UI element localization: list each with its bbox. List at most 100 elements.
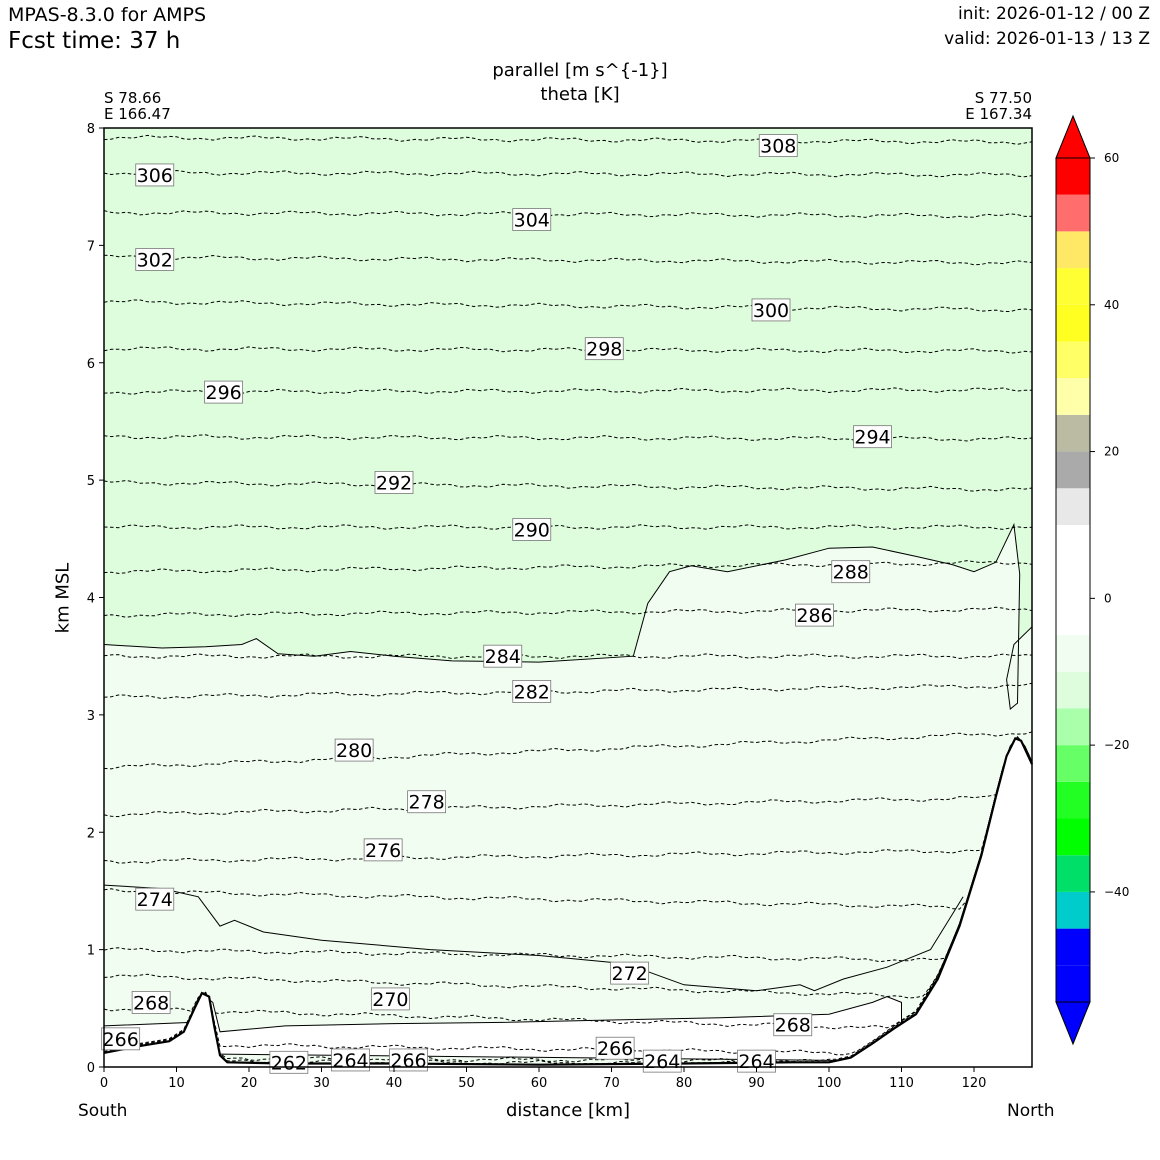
contour-label-box [389,1048,428,1072]
theta-contour-304 [103,210,1033,219]
chart-title-line1: parallel [m s^{-1}] [492,60,668,81]
theta-contour-266 [103,736,1033,1056]
contour-label: 272 [611,963,647,985]
x-tick-label: 0 [100,1076,108,1091]
app-title: MPAS-8.3.0 for AMPS [8,4,207,26]
contour-label-box [334,738,374,762]
contour-label: 280 [336,740,372,762]
contour-label-box [853,425,892,449]
contour-label-box [512,208,552,231]
y-tick-label: 1 [87,944,95,959]
contour-label: 304 [514,210,550,232]
contour-label-box [483,644,523,668]
contour-label: 262 [271,1052,307,1074]
chart-title-line2: theta [K] [540,84,620,105]
colorbar-tick-label: −20 [1104,738,1129,752]
contour-label-box [831,560,871,584]
contour-label: 268 [133,992,169,1014]
contour-label-box [512,518,552,541]
colorbar: 60 40 20 0 −20 −40 [1055,114,1129,1046]
contour-label: 288 [833,562,869,584]
valid-time: valid: 2026-01-13 / 13 Z [944,29,1150,49]
theta-contour-290 [103,524,1033,530]
theta-contour-298 [103,346,1033,354]
contour-label: 286 [796,605,832,627]
x-tick-label: 30 [313,1076,330,1091]
contour-label-box [773,1013,813,1037]
x-tick-label: 20 [241,1076,258,1091]
theta-contour-264 [103,736,1033,1064]
x-tick-label: 120 [962,1076,987,1091]
colorbar-segment [1056,708,1090,746]
contour-label-box [135,163,175,187]
x-tick-label: 10 [168,1076,185,1091]
colorbar-segment [1056,891,1090,929]
contour-label: 266 [390,1050,426,1072]
contour-label-box [584,337,624,361]
start-longitude: E 166.47 [104,105,171,123]
y-tick-label: 2 [87,826,95,841]
contour-label: 264 [332,1050,368,1072]
theta-contour-308 [103,134,1033,145]
colorbar-segment [1056,451,1090,489]
contour-label: 306 [137,165,173,187]
contour-label: 264 [644,1051,680,1073]
contour-label: 282 [514,681,550,703]
contour-label: 274 [137,889,173,911]
theta-contour-278 [103,736,1033,818]
contour-label-box [331,1048,370,1072]
contour-label-box [370,987,410,1011]
x-tick-label: 70 [603,1076,620,1091]
init-time: init: 2026-01-12 / 00 Z [957,4,1150,24]
contour-label: 276 [365,840,401,862]
contour-label-box [795,603,834,627]
colorbar-segment [1056,231,1090,269]
y-tick-label: 3 [87,709,95,724]
y-tick-label: 4 [87,592,95,607]
y-tick-label: 5 [87,474,95,489]
contour-label: 266 [597,1038,633,1060]
colorbar-segment [1056,304,1090,342]
contour-label-box [374,471,414,494]
colorbar-tick-label: 40 [1104,298,1119,312]
contour-label: 296 [205,382,241,404]
end-latitude: S 77.50 [974,89,1032,107]
colorbar-segment [1056,928,1090,966]
contour-label-box [131,991,171,1014]
x-tick-label: 90 [748,1076,765,1091]
contour-label-box [363,838,403,862]
axes: 0 10 20 30 40 50 60 70 80 90 100 110 120 0 1 2 3 4 5 6 7 8 [87,122,987,1091]
colorbar-segment [1056,635,1090,672]
x-tick-label: 80 [676,1076,693,1091]
theta-contour-302 [103,254,1033,266]
theta-contour-282 [103,682,1033,700]
x-tick-label: 40 [386,1076,403,1091]
colorbar-segment [1056,341,1090,379]
theta-contour-274 [103,736,1033,910]
y-tick-label: 8 [87,122,95,137]
contour-label-box [758,134,798,158]
contour-label: 294 [854,427,890,449]
contour-label-box [595,1036,635,1060]
theta-contour-296 [103,387,1033,395]
contour-label: 268 [775,1015,811,1037]
start-latitude: S 78.66 [104,89,162,107]
colorbar-segment [1056,561,1090,599]
contour-label-box [101,1027,141,1051]
colorbar-segment [1056,745,1090,782]
contour-label: 284 [485,646,521,668]
x-axis-label: distance [km] [506,1100,630,1121]
contour-label: 270 [372,989,408,1011]
contour-label-box [135,248,175,271]
colorbar-segment [1056,818,1090,856]
theta-contour-280 [103,731,1033,770]
shade-minus10-to-0 [104,524,1032,1065]
south-label: South [78,1101,128,1121]
colorbar-tick-label: −40 [1104,885,1129,899]
zero-wind-boundary [103,522,1033,710]
contour-label: 298 [586,339,622,361]
colorbar-extend-high [1055,114,1091,159]
x-tick-label: 60 [531,1076,548,1091]
colorbar-segment [1056,598,1090,636]
